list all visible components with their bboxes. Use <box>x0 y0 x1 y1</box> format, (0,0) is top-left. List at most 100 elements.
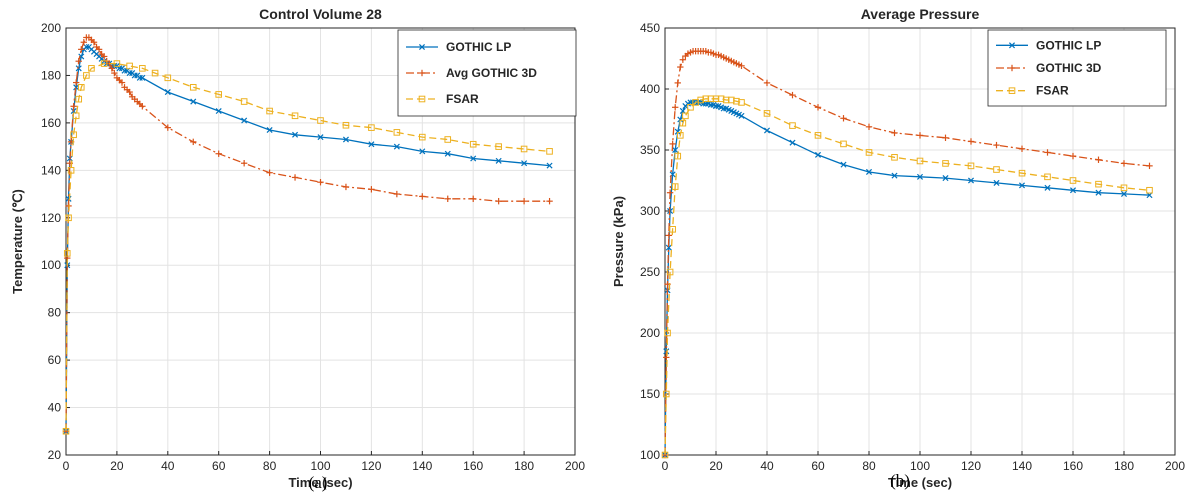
chart-title: Control Volume 28 <box>259 6 382 22</box>
x-tick-label: 20 <box>110 459 124 473</box>
data-point <box>665 244 672 251</box>
data-point-stroke-2 <box>215 108 222 115</box>
data-point <box>865 123 873 131</box>
data-point-stroke-2 <box>718 104 725 111</box>
y-tick-label: 450 <box>640 21 660 35</box>
data-point <box>661 451 669 459</box>
data-point <box>291 174 299 181</box>
data-point <box>677 116 684 123</box>
data-point-stroke-2 <box>1069 187 1077 194</box>
data-point <box>1146 186 1153 194</box>
data-point <box>666 189 674 196</box>
series-fsar <box>62 60 553 435</box>
data-point <box>891 172 898 179</box>
data-point-stroke-2 <box>292 131 299 138</box>
x-tick-label: 120 <box>361 459 381 473</box>
data-point <box>131 72 138 79</box>
data-point <box>891 154 898 161</box>
data-point <box>126 62 133 70</box>
x-axis-label: Time (sec) <box>888 475 952 490</box>
data-point <box>77 84 85 91</box>
data-point-stroke-2 <box>75 65 82 72</box>
y-tick-label: 200 <box>640 326 660 340</box>
data-point <box>139 74 146 81</box>
data-point <box>1095 189 1102 196</box>
x-tick-label: 140 <box>1012 459 1032 473</box>
data-point <box>266 126 273 134</box>
x-tick-label: 0 <box>662 459 669 473</box>
data-point <box>671 183 679 190</box>
data-point-stroke-2 <box>993 179 1000 186</box>
data-point <box>83 72 90 79</box>
data-point <box>215 91 222 98</box>
x-tick-label: 200 <box>1165 459 1185 473</box>
y-tick-label: 160 <box>41 116 61 130</box>
data-point-stroke-2 <box>521 160 528 167</box>
data-point <box>669 140 676 148</box>
data-point <box>164 124 171 131</box>
data-point-stroke-2 <box>916 173 924 180</box>
data-point <box>470 155 477 162</box>
data-point-stroke-2 <box>139 74 146 81</box>
data-point <box>126 70 133 77</box>
data-point-stroke-2 <box>470 155 477 162</box>
data-point <box>317 134 324 141</box>
x-tick-label: 100 <box>310 459 330 473</box>
y-tick-label: 400 <box>640 82 660 96</box>
data-point <box>993 141 1000 149</box>
legend-entry: GOTHIC 3D <box>1036 61 1102 75</box>
data-point <box>993 179 1000 186</box>
data-point-stroke-2 <box>677 116 684 123</box>
data-point-stroke-2 <box>967 177 975 184</box>
data-point <box>72 112 80 120</box>
data-point-stroke-2 <box>1095 189 1102 196</box>
data-point <box>662 390 670 398</box>
data-point <box>865 149 873 156</box>
data-point <box>368 124 375 131</box>
data-point <box>368 186 375 193</box>
data-point-stroke-2 <box>814 151 822 158</box>
caption-a: (a) <box>309 473 328 492</box>
legend: GOTHIC LP GOTHIC 3D FSAR <box>987 29 1167 107</box>
data-point-stroke-2 <box>1018 182 1026 189</box>
caption-b: (b) <box>890 471 910 490</box>
y-tick-label: 300 <box>640 204 660 218</box>
data-point-stroke-2 <box>665 244 672 251</box>
data-point <box>1120 160 1128 167</box>
data-point <box>1018 182 1026 189</box>
data-point-stroke-2 <box>1120 190 1128 197</box>
series-line <box>65 62 550 432</box>
data-point-stroke-2 <box>738 112 745 119</box>
data-point <box>677 132 684 139</box>
data-point <box>1044 173 1051 181</box>
legend-marker <box>1008 64 1016 72</box>
data-point <box>164 74 172 82</box>
y-tick-label: 250 <box>640 265 660 279</box>
y-tick-label: 60 <box>48 353 62 367</box>
data-point <box>342 136 349 143</box>
data-point <box>702 95 710 103</box>
data-point <box>469 140 477 148</box>
data-point <box>687 104 694 111</box>
y-tick-label: 150 <box>640 387 660 401</box>
data-point <box>967 162 975 170</box>
data-point <box>113 60 121 67</box>
data-point <box>240 160 248 167</box>
legend-marker <box>418 69 426 77</box>
data-point <box>1069 177 1077 184</box>
data-point <box>78 46 85 53</box>
data-point-stroke-2 <box>679 107 686 114</box>
data-point-stroke-2 <box>393 143 400 150</box>
series-line <box>664 98 1150 456</box>
data-point <box>291 112 299 120</box>
data-point <box>189 84 197 91</box>
data-point <box>738 112 745 119</box>
legend-marker <box>1008 87 1016 94</box>
data-point <box>95 46 103 53</box>
y-tick-label: 350 <box>640 143 660 157</box>
x-tick-label: 120 <box>961 459 981 473</box>
legend-marker <box>418 95 426 103</box>
data-point <box>1069 187 1077 194</box>
data-point <box>62 427 70 435</box>
